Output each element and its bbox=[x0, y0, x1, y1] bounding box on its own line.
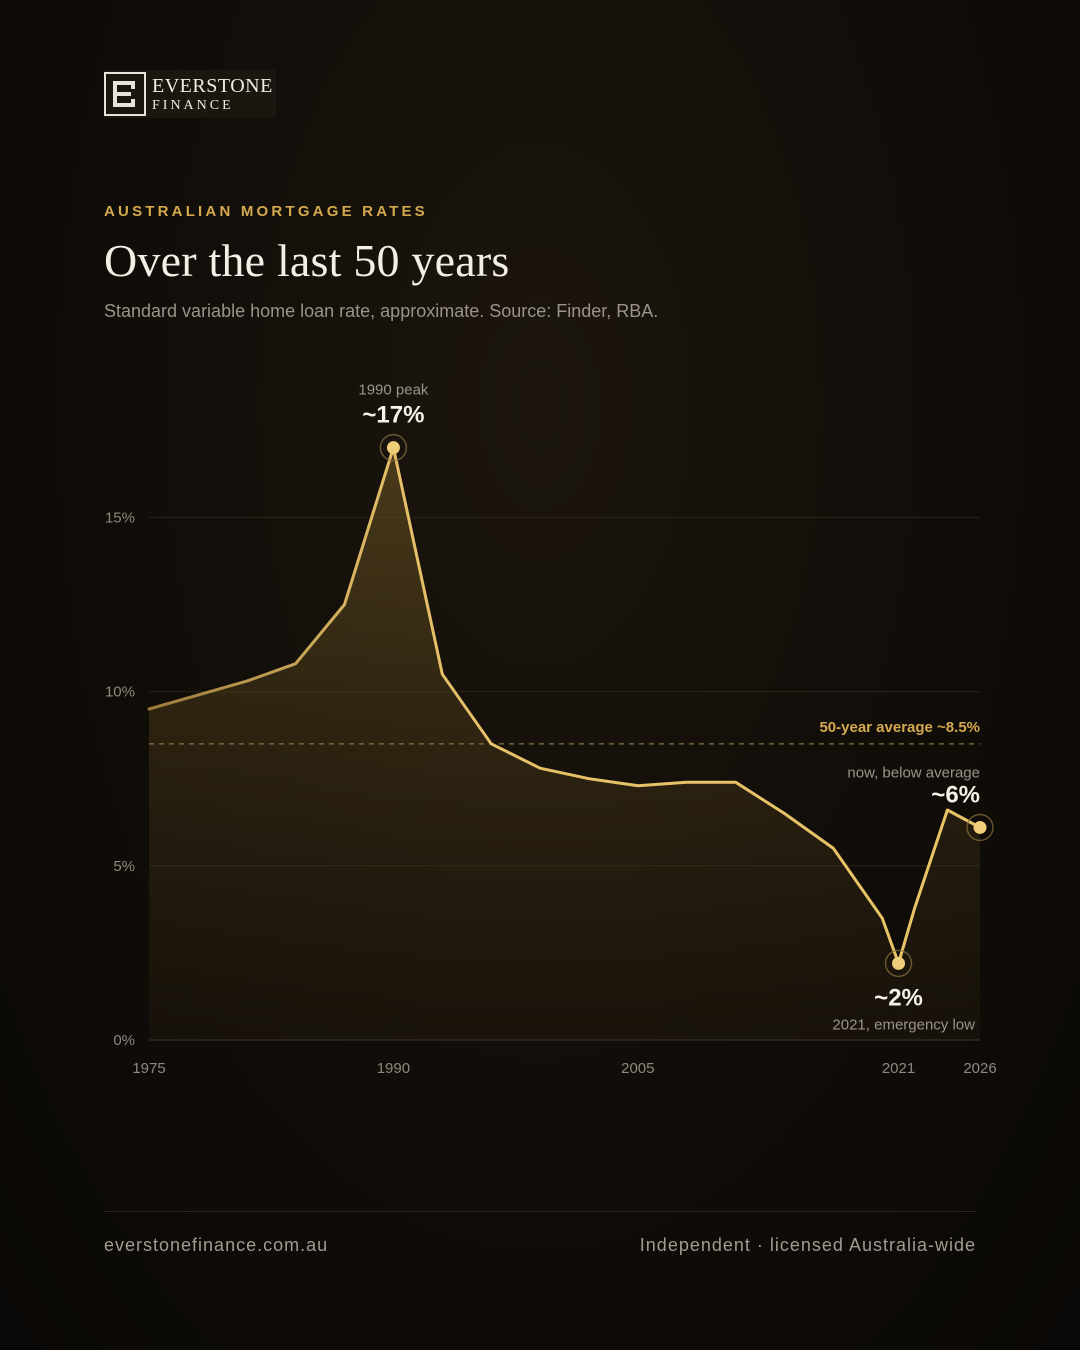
x-tick-label: 2021 bbox=[882, 1060, 915, 1077]
footer-divider bbox=[104, 1211, 976, 1212]
annotation-dot bbox=[386, 441, 400, 455]
annotation-caption: 1990 peak bbox=[358, 382, 429, 399]
y-tick-label: 5% bbox=[113, 858, 135, 875]
annotation-caption: 2021, emergency low bbox=[832, 1016, 975, 1033]
annotation-halo bbox=[379, 433, 408, 462]
annotation-halo bbox=[966, 813, 994, 842]
x-tick-label: 2026 bbox=[963, 1060, 996, 1077]
annotation-value: ~2% bbox=[874, 984, 923, 1011]
x-tick-label: 1975 bbox=[132, 1060, 165, 1077]
logo-e-icon bbox=[104, 72, 146, 116]
kicker: AUSTRALIAN MORTGAGE RATES bbox=[104, 203, 428, 220]
rate-area bbox=[149, 447, 980, 1040]
brand-name: EVERSTONE bbox=[152, 74, 273, 97]
x-tick-label: 1990 bbox=[377, 1060, 410, 1077]
footer-tagline: Independent · licensed Australia-wide bbox=[639, 1235, 976, 1255]
brand-logo: EVERSTONE FINANCE bbox=[104, 70, 276, 118]
page-title: Over the last 50 years bbox=[104, 235, 510, 286]
average-label: 50-year average ~8.5% bbox=[819, 719, 980, 736]
annotation-value: ~6% bbox=[931, 781, 980, 808]
page-subtitle: Standard variable home loan rate, approx… bbox=[104, 301, 659, 321]
rate-line bbox=[147, 446, 982, 965]
brand-sub: FINANCE bbox=[152, 97, 234, 113]
annotation-dot bbox=[973, 820, 987, 834]
y-tick-label: 10% bbox=[105, 684, 135, 701]
annotation-value: ~17% bbox=[362, 402, 424, 429]
x-tick-label: 2005 bbox=[621, 1060, 654, 1077]
annotation-caption: now, below average bbox=[847, 764, 980, 781]
annotation-halo bbox=[884, 949, 913, 978]
footer-website: everstonefinance.com.au bbox=[104, 1235, 329, 1255]
y-tick-label: 15% bbox=[105, 509, 135, 526]
y-tick-label: 0% bbox=[113, 1032, 135, 1049]
annotation-dot bbox=[892, 956, 906, 970]
